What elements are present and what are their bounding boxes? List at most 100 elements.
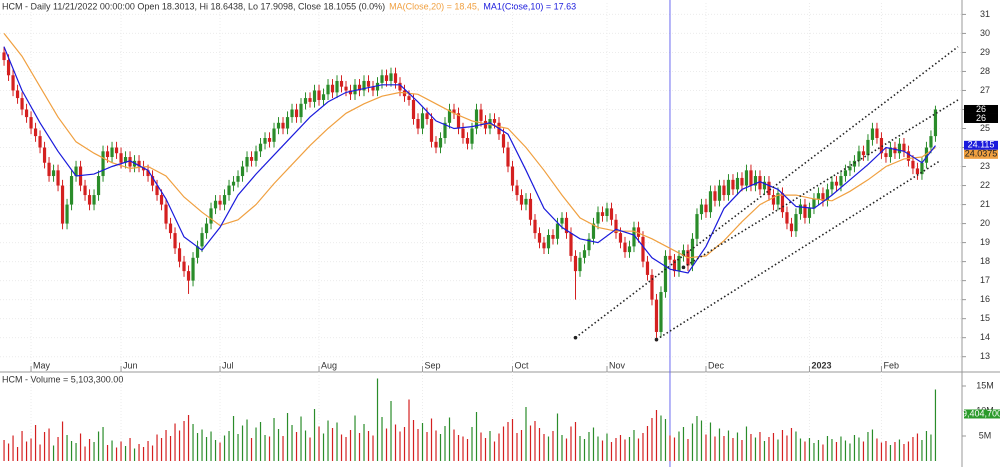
volume-bar	[498, 433, 500, 461]
volume-bar	[925, 431, 928, 461]
volume-bar	[912, 437, 914, 461]
candle-body	[42, 147, 47, 163]
volume-bar	[574, 422, 577, 461]
volume-bar	[777, 439, 779, 461]
candle-body	[119, 153, 123, 163]
volume-bar	[858, 437, 860, 461]
candle-body	[830, 181, 834, 190]
volume-bar	[178, 430, 181, 461]
candle-body	[303, 98, 308, 104]
candle-body	[326, 84, 330, 95]
candle-body	[524, 198, 528, 205]
price-label: 24.115	[968, 140, 995, 150]
candle-body	[38, 136, 42, 148]
candle-body	[209, 208, 213, 224]
candle-body	[348, 90, 353, 95]
candle-body	[726, 179, 731, 196]
volume-bar	[921, 440, 923, 461]
volume-bar	[619, 435, 622, 461]
volume-bar	[538, 428, 541, 461]
candle-body	[812, 198, 816, 209]
candle-body	[704, 204, 708, 213]
candle-body	[411, 99, 416, 119]
candle-body	[87, 195, 92, 205]
volume-bar	[358, 433, 361, 461]
volume-bar	[876, 438, 878, 461]
candle-body	[218, 200, 222, 205]
candle-body	[276, 122, 281, 129]
volume-bar	[840, 436, 842, 461]
candle-body	[794, 214, 798, 232]
candle-body	[722, 185, 726, 196]
candle-body	[506, 147, 510, 167]
volume-bar	[115, 447, 118, 461]
volume-bar	[147, 441, 149, 461]
y-tick-label: 25	[980, 123, 990, 133]
candle-body	[731, 179, 735, 190]
volume-bar	[930, 434, 932, 461]
volume-bar	[354, 415, 356, 461]
candle-body	[222, 195, 227, 205]
volume-bar	[493, 441, 496, 461]
volume-bar	[678, 431, 680, 461]
volume-bar	[502, 426, 505, 461]
volume-bar	[309, 437, 311, 461]
candle-body	[56, 170, 60, 186]
volume-bar	[196, 433, 199, 461]
candle-body	[60, 185, 65, 224]
volume-bar	[300, 416, 302, 461]
candle-body	[825, 189, 830, 201]
candle-body	[852, 160, 857, 167]
volume-bar	[349, 430, 352, 461]
candle-body	[24, 109, 29, 118]
candle-body	[875, 128, 879, 139]
volume-bar	[205, 437, 208, 461]
volume-bar	[520, 430, 523, 461]
volume-bar	[781, 430, 784, 461]
candle-body	[317, 90, 321, 100]
volume-bar	[516, 433, 518, 461]
volume-bar	[273, 418, 275, 461]
volume-bar	[363, 424, 365, 461]
volume-bar	[871, 429, 874, 461]
candle-body	[429, 118, 434, 142]
candle-body	[654, 299, 659, 332]
candle-body	[200, 233, 204, 247]
candle-body	[164, 204, 168, 224]
candle-body	[249, 157, 254, 161]
candle-body	[168, 223, 173, 234]
volume-bar	[345, 437, 347, 461]
volume-bar	[151, 445, 154, 461]
volume-bar	[754, 437, 757, 461]
candle-body	[573, 255, 578, 272]
candle-body	[420, 113, 425, 129]
volume-bar	[421, 423, 424, 461]
price-label-box	[964, 140, 998, 150]
x-tick-label: Oct	[514, 360, 529, 370]
volume-bar	[376, 378, 379, 461]
candle-body	[83, 185, 87, 196]
volume-bar	[651, 418, 653, 461]
candle-body	[447, 109, 452, 123]
candle-body	[659, 292, 663, 332]
candle-body	[114, 147, 119, 154]
volume-bar	[687, 439, 689, 461]
candle-body	[308, 98, 312, 102]
candle-body	[353, 84, 357, 95]
candle-body	[236, 176, 240, 182]
volume-bar	[646, 426, 649, 461]
volume-bar	[786, 435, 788, 461]
candle-body	[267, 138, 272, 142]
candle-body	[537, 233, 542, 243]
candle-body	[182, 261, 186, 272]
candle-body	[254, 151, 258, 161]
y-tick-label: 23	[980, 161, 990, 171]
y-tick-label: 29	[980, 47, 990, 57]
volume-bar	[97, 431, 100, 461]
trendline	[683, 99, 959, 268]
candle-body	[285, 117, 290, 129]
volume-bar	[165, 430, 167, 461]
volume-bar	[628, 437, 631, 461]
candle-body	[758, 176, 762, 190]
candle-body	[519, 195, 524, 205]
